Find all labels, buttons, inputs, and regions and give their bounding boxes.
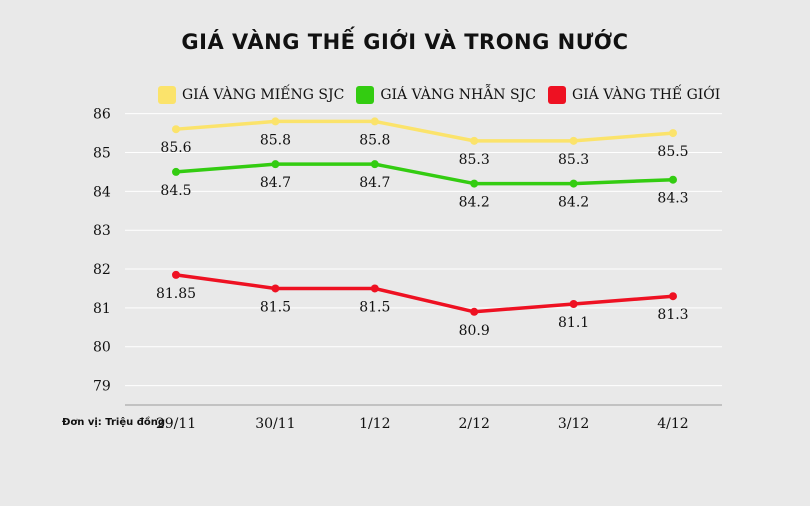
x-tick-label-29-11: 29/11	[156, 416, 196, 432]
data-point-world-0	[172, 270, 180, 279]
unit-note: Đơn vị: Triệu đồng	[62, 417, 166, 428]
legend-swatch-sjc-ring	[356, 86, 375, 104]
data-label-sjc-ring-4: 84.2	[558, 195, 589, 211]
data-label-world-4: 81.1	[558, 315, 589, 331]
legend-label-sjc-bar: GIÁ VÀNG MIẾNG SJC	[182, 87, 345, 103]
chart-title: GIÁ VÀNG THẾ GIỚI VÀ TRONG NƯỚC	[181, 30, 629, 54]
data-label-world-5: 81.3	[657, 307, 688, 323]
y-tick-label-82: 82	[93, 262, 111, 278]
legend-item-world: GIÁ VÀNG THẾ GIỚI	[547, 86, 721, 104]
legend: GIÁ VÀNG MIẾNG SJC GIÁ VÀNG NHẪN SJC GIÁ…	[158, 86, 732, 104]
y-tick-label-85: 85	[93, 146, 111, 162]
x-tick-label-30-11: 30/11	[255, 416, 295, 432]
data-label-sjc-ring-3: 84.2	[459, 195, 490, 211]
y-tick-label-79: 79	[93, 379, 111, 395]
data-label-sjc-bar-4: 85.3	[558, 152, 589, 168]
data-point-sjc-ring-5	[669, 175, 677, 184]
data-point-world-4	[569, 300, 578, 308]
y-tick-label-83: 83	[93, 223, 111, 239]
data-label-sjc-ring-5: 84.3	[657, 191, 688, 207]
data-point-sjc-bar-4	[569, 136, 578, 145]
legend-swatch-sjc-bar	[158, 86, 176, 104]
data-point-sjc-bar-3	[470, 136, 479, 145]
data-point-sjc-ring-0	[172, 167, 180, 176]
legend-label-world: GIÁ VÀNG THẾ GIỚI	[571, 87, 721, 103]
legend-swatch-world	[547, 86, 566, 104]
data-label-sjc-bar-1: 85.8	[260, 132, 291, 148]
data-label-sjc-ring-2: 84.7	[359, 175, 390, 191]
y-tick-label-84: 84	[93, 184, 111, 200]
legend-label-sjc-ring: GIÁ VÀNG NHẪN SJC	[380, 87, 536, 103]
data-label-world-3: 80.9	[459, 323, 490, 339]
data-label-sjc-bar-0: 85.6	[160, 140, 191, 156]
data-point-world-3	[470, 307, 479, 316]
data-point-sjc-bar-1	[271, 117, 280, 126]
data-point-world-5	[669, 292, 677, 301]
data-point-sjc-ring-4	[569, 179, 578, 188]
x-tick-label-4-12: 4/12	[657, 416, 688, 432]
series-line-sjc-bar	[175, 119, 674, 143]
data-label-sjc-bar-2: 85.8	[359, 132, 390, 148]
series-line-world	[175, 273, 674, 314]
data-point-world-1	[271, 284, 280, 293]
data-label-world-2: 81.5	[359, 299, 390, 315]
series-line-sjc-ring	[175, 162, 674, 186]
data-label-world-0: 81.85	[156, 286, 196, 302]
y-tick-label-86: 86	[93, 107, 111, 123]
data-point-sjc-bar-2	[370, 117, 379, 126]
data-point-sjc-bar-5	[669, 129, 677, 138]
data-label-sjc-bar-5: 85.5	[657, 144, 688, 160]
legend-item-sjc-ring: GIÁ VÀNG NHẪN SJC	[356, 86, 536, 104]
y-tick-label-80: 80	[93, 340, 111, 356]
data-label-world-1: 81.5	[260, 299, 291, 315]
data-point-world-2	[370, 284, 379, 293]
x-tick-label-3-12: 3/12	[558, 416, 589, 432]
data-point-sjc-ring-3	[470, 179, 479, 188]
data-label-sjc-bar-3: 85.3	[459, 152, 490, 168]
x-tick-label-2-12: 2/12	[458, 416, 489, 432]
data-point-sjc-bar-0	[172, 125, 180, 134]
data-point-sjc-ring-1	[271, 160, 280, 169]
legend-item-sjc-bar: GIÁ VÀNG MIẾNG SJC	[158, 86, 344, 104]
x-tick-label-1-12: 1/12	[359, 416, 390, 432]
y-tick-label-81: 81	[93, 301, 111, 317]
data-label-sjc-ring-1: 84.7	[260, 175, 291, 191]
data-label-sjc-ring-0: 84.5	[160, 183, 191, 199]
data-point-sjc-ring-2	[370, 160, 379, 169]
